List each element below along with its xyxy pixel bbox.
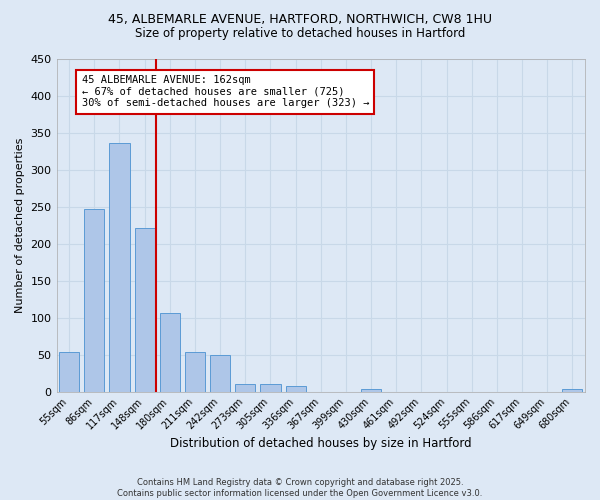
Text: Size of property relative to detached houses in Hartford: Size of property relative to detached ho…	[135, 28, 465, 40]
Text: Contains HM Land Registry data © Crown copyright and database right 2025.
Contai: Contains HM Land Registry data © Crown c…	[118, 478, 482, 498]
Text: 45, ALBEMARLE AVENUE, HARTFORD, NORTHWICH, CW8 1HU: 45, ALBEMARLE AVENUE, HARTFORD, NORTHWIC…	[108, 12, 492, 26]
Bar	[84, 209, 104, 392]
Text: 45 ALBEMARLE AVENUE: 162sqm
← 67% of detached houses are smaller (725)
30% of se: 45 ALBEMARLE AVENUE: 162sqm ← 67% of det…	[82, 76, 369, 108]
Bar	[210, 356, 230, 392]
Bar	[134, 228, 155, 392]
Bar	[286, 386, 305, 392]
Bar	[185, 352, 205, 392]
Y-axis label: Number of detached properties: Number of detached properties	[15, 138, 25, 313]
Bar	[260, 384, 281, 392]
Bar	[160, 312, 180, 392]
Bar	[235, 384, 256, 392]
X-axis label: Distribution of detached houses by size in Hartford: Distribution of detached houses by size …	[170, 437, 472, 450]
Bar	[361, 390, 381, 392]
Bar	[562, 390, 583, 392]
Bar	[59, 352, 79, 392]
Bar	[109, 144, 130, 392]
